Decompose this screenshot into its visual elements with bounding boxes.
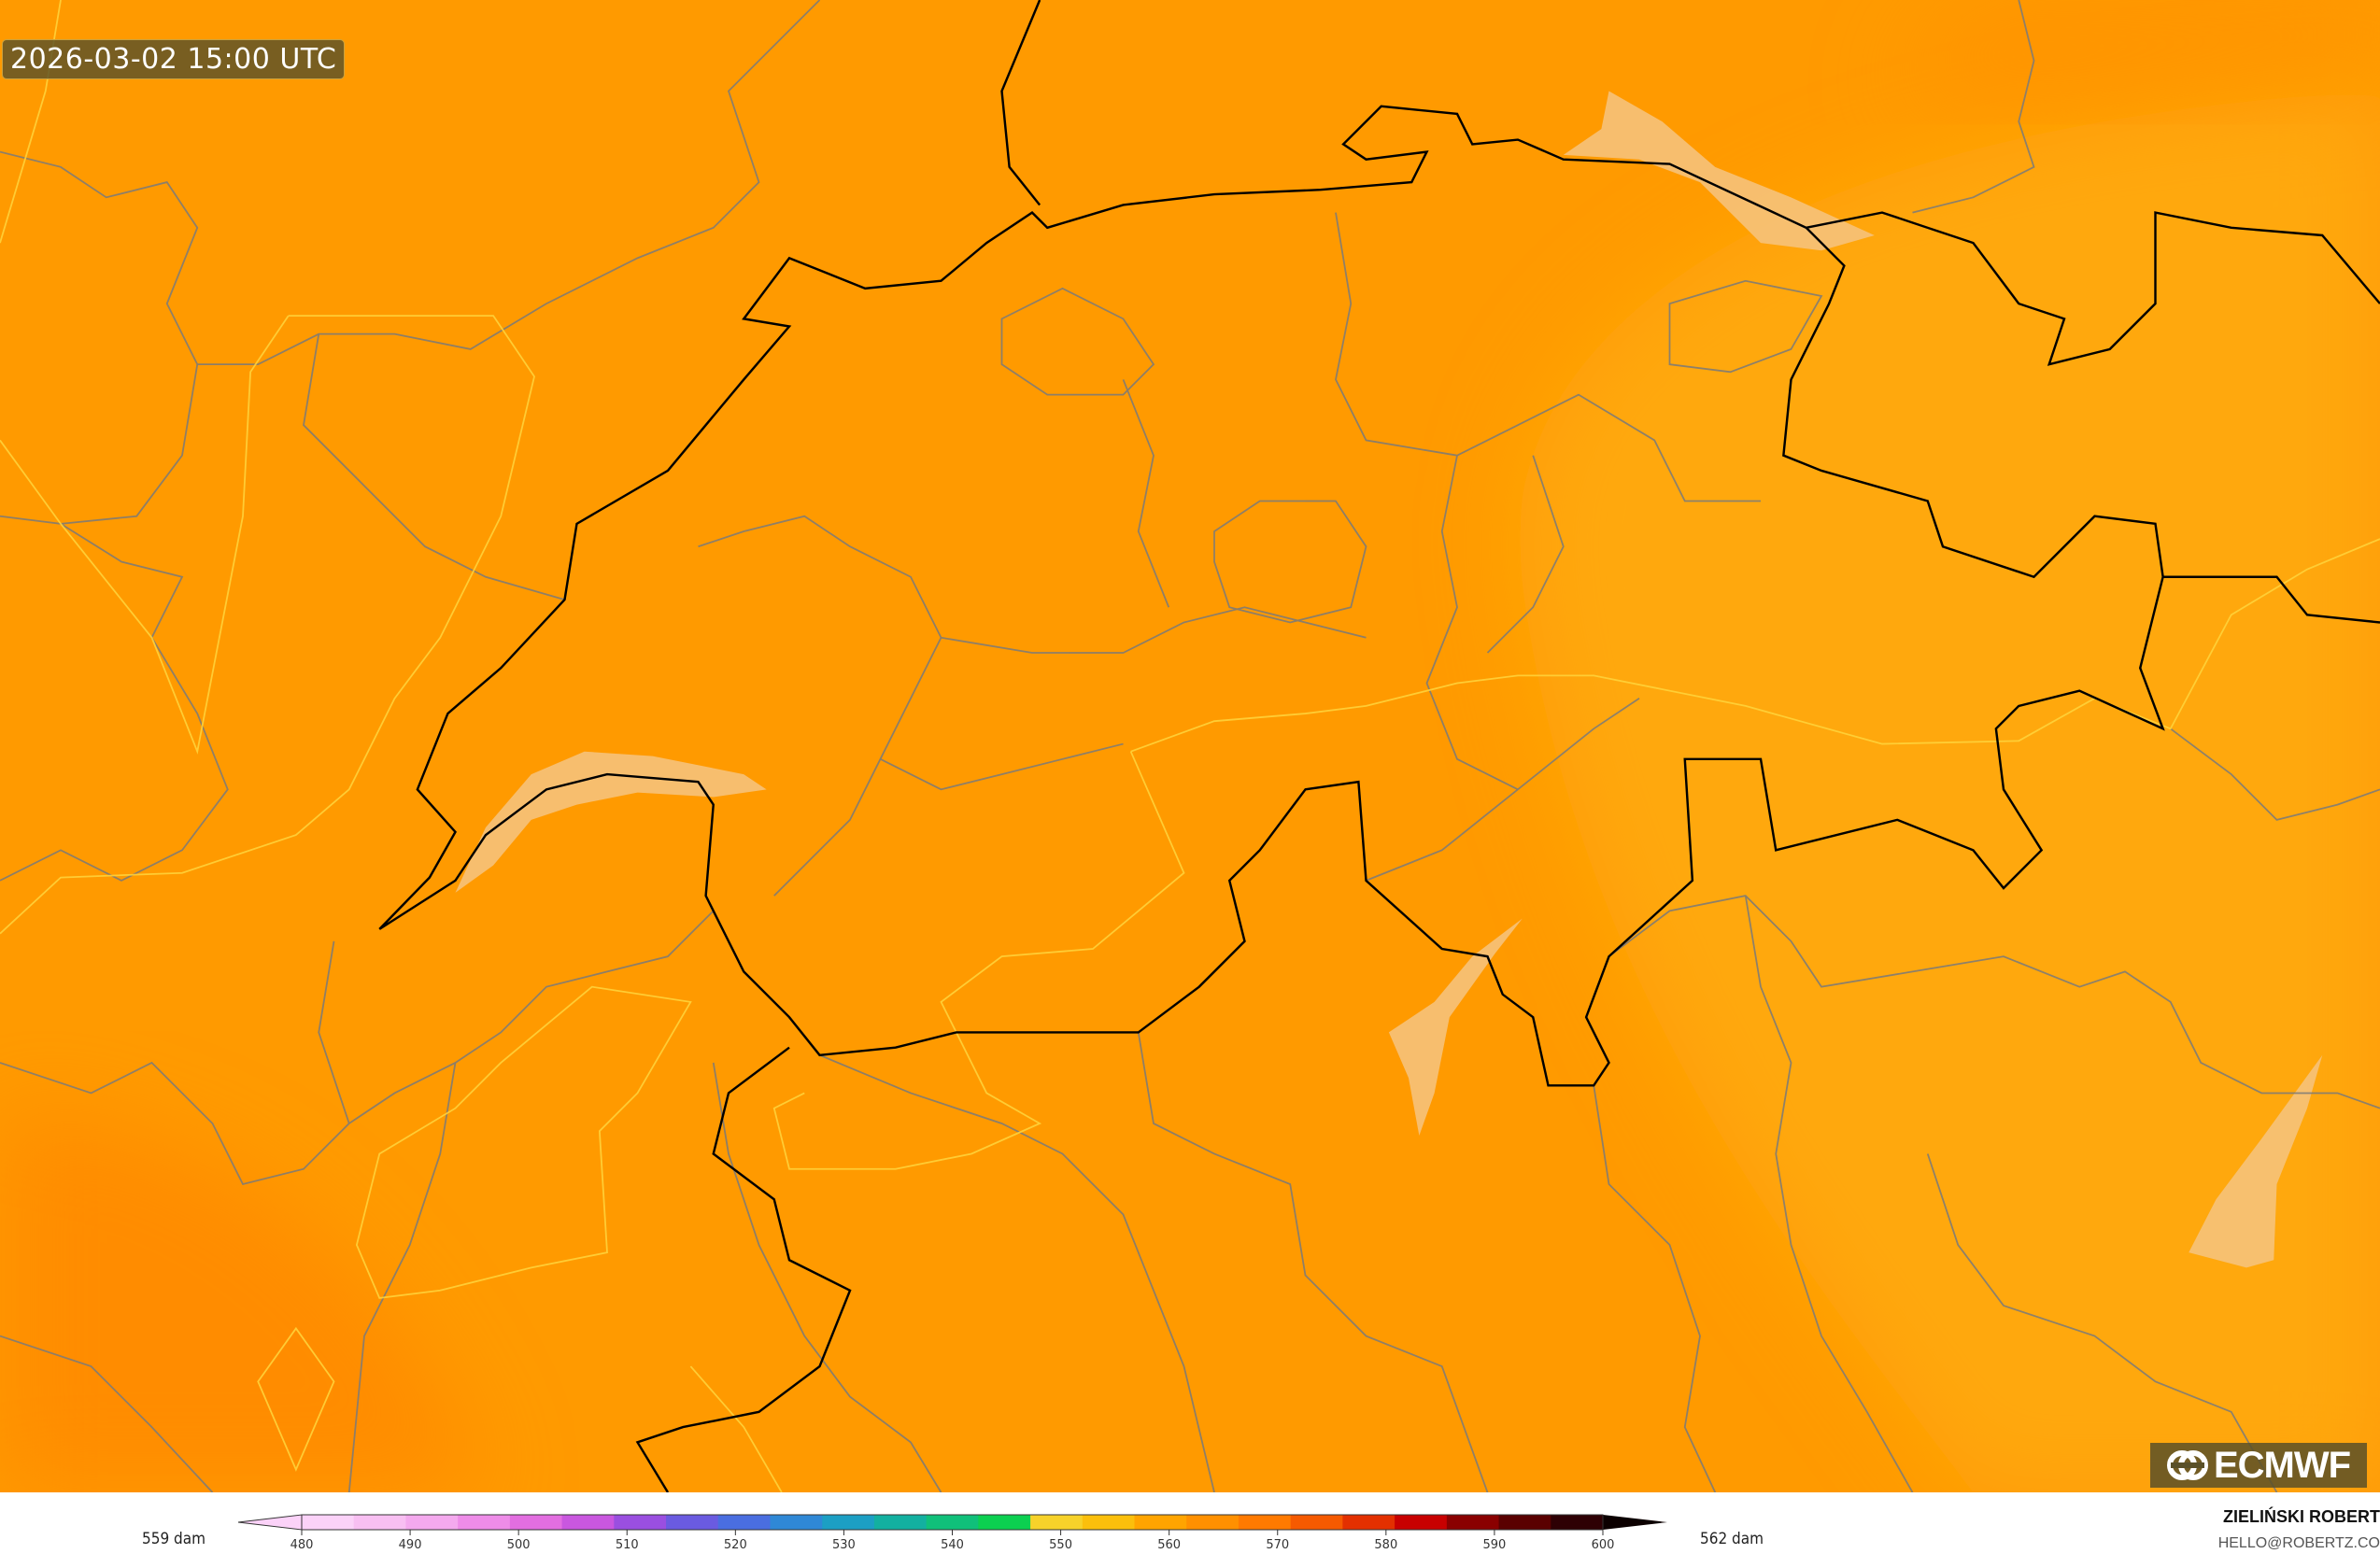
colorbar-tick-label: 600	[1592, 1538, 1615, 1552]
colorbar-segment	[1342, 1515, 1395, 1530]
colorbar-tick-label: 520	[724, 1538, 747, 1552]
colorbar-tick-label: 490	[399, 1538, 422, 1552]
colorbar-segment	[405, 1515, 459, 1530]
lake-constance	[1563, 91, 1875, 251]
colorbar-segment	[1186, 1515, 1240, 1530]
colorbar-segment	[717, 1515, 772, 1530]
colorbar-segment	[302, 1515, 355, 1530]
colorbar: 480 490 500 510 520 530 540 550 560 570 580 590 600	[237, 1514, 1667, 1552]
min-value-label: 559 dam	[142, 1530, 206, 1548]
lighter-field-region	[1518, 91, 2380, 1492]
colorbar-segment	[1551, 1515, 1604, 1530]
author-credit: ZIELIŃSKI ROBERT	[2222, 1507, 2380, 1526]
yellow-lines	[0, 0, 2380, 1492]
colorbar-max-arrow	[1603, 1515, 1667, 1530]
colorbar-segment	[873, 1515, 928, 1530]
colorbar-tick-label: 500	[507, 1538, 531, 1552]
timestamp-label: 2026-03-02 15:00 UTC	[2, 39, 346, 79]
colorbar-tick-label: 550	[1049, 1538, 1072, 1552]
country-borders	[378, 105, 2165, 1087]
lake-garda	[2189, 1054, 2323, 1268]
colorbar-segment	[614, 1515, 667, 1530]
colorbar-segment	[1498, 1515, 1551, 1530]
colorbar-tick-label: 510	[616, 1538, 639, 1552]
ecmwf-emblem-icon	[2166, 1450, 2208, 1480]
colorbar-segment	[458, 1515, 511, 1530]
max-value-label: 562 dam	[1700, 1530, 1764, 1548]
colorbar-segment	[1290, 1515, 1343, 1530]
colorbar-tick-label: 570	[1266, 1538, 1289, 1552]
colorbar-tick-label: 560	[1157, 1538, 1181, 1552]
colorbar-segment	[926, 1515, 979, 1530]
country-borders-2	[635, 0, 2380, 1492]
colorbar-segment	[353, 1515, 407, 1530]
colorbar-segment	[666, 1515, 719, 1530]
region-borders	[0, 0, 2380, 1492]
colorbar-segment	[1446, 1515, 1500, 1530]
ecmwf-logo: ECMWF	[2150, 1443, 2367, 1488]
colorbar-segment	[1395, 1515, 1448, 1530]
colorbar-segment	[1238, 1515, 1292, 1530]
colorbar-tick-label: 590	[1483, 1538, 1507, 1552]
colorbar-tick-label: 480	[290, 1538, 314, 1552]
lake-geneva	[455, 751, 767, 893]
lakes	[455, 91, 2323, 1268]
colorbar-tick-label: 530	[832, 1538, 856, 1552]
colorbar-min-arrow	[237, 1514, 303, 1531]
colorbar-segment	[1134, 1515, 1187, 1530]
colorbar-segment	[561, 1515, 615, 1530]
colorbar-segment	[770, 1515, 823, 1530]
colorbar-tick-label: 580	[1374, 1538, 1397, 1552]
colorbar-segment	[978, 1515, 1031, 1530]
colorbar-tick-label: 540	[941, 1538, 964, 1552]
author-email: HELLO@ROBERTZ.CO	[2217, 1535, 2380, 1551]
colorbar-segment	[1082, 1515, 1136, 1530]
colorbar-segment	[822, 1515, 875, 1530]
dark-field-region-ne	[1897, 0, 2380, 105]
colorbar-segment	[1030, 1515, 1084, 1530]
colorbar-segment	[509, 1515, 563, 1530]
logo-text: ECMWF	[2213, 1444, 2351, 1486]
geopotential-map[interactable]	[0, 0, 2380, 1492]
lake-maggiore	[1388, 918, 1523, 1136]
